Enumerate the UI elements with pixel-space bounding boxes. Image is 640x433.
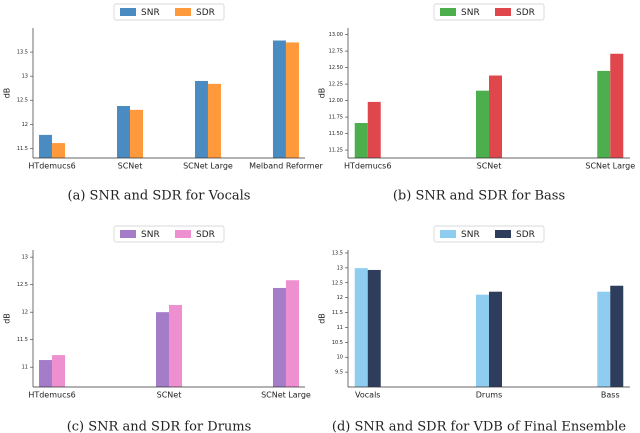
bar	[610, 53, 624, 159]
bar	[285, 42, 299, 158]
y-tick-label: 12.5	[17, 282, 28, 288]
caption: (b) SNR and SDR for Bass	[393, 189, 565, 204]
y-tick-label: 12.5	[332, 280, 343, 286]
caption: (c) SNR and SDR for Drums	[67, 420, 252, 433]
legend-swatch	[120, 230, 136, 238]
x-tick-label: HTdemucs6	[28, 391, 75, 400]
legend-swatch	[440, 230, 456, 238]
y-tick-label: 12.00	[329, 98, 343, 104]
y-tick-label: 13	[22, 255, 28, 261]
y-tick-label: 11.50	[329, 131, 343, 137]
bar	[207, 83, 221, 158]
bar	[117, 106, 131, 158]
bar	[597, 291, 611, 387]
y-tick-label: 11.5	[17, 337, 28, 343]
legend-box	[113, 225, 225, 243]
legend-box	[113, 3, 225, 21]
y-tick-label: 11.25	[329, 148, 343, 154]
y-tick-label: 12.50	[329, 65, 343, 71]
y-axis-label: dB	[318, 88, 327, 99]
caption: (d) SNR and SDR for VDB of Final Ensembl…	[332, 420, 627, 433]
legend-swatch	[440, 8, 456, 16]
x-tick-label: SCNet	[118, 162, 143, 171]
bar	[272, 287, 286, 387]
legend-label: SNR	[461, 230, 480, 240]
legend-swatch	[120, 8, 136, 16]
y-axis-label: dB	[3, 88, 12, 99]
bar	[39, 134, 53, 158]
bar	[156, 312, 169, 387]
bar	[489, 75, 502, 158]
y-tick-label: 11	[337, 325, 343, 331]
bar	[476, 90, 489, 158]
y-tick-label: 13	[22, 74, 28, 80]
bar	[367, 101, 381, 158]
bar	[285, 280, 299, 387]
x-tick-label: SCNet	[157, 391, 182, 400]
legend-box	[433, 225, 545, 243]
bar	[367, 269, 381, 387]
legend-label: SNR	[141, 230, 160, 240]
x-tick-label: Melband Reformer	[249, 162, 323, 171]
bar	[52, 355, 66, 387]
x-tick-label: SCNet Large	[261, 391, 311, 400]
y-axis-label: dB	[3, 313, 12, 324]
y-tick-label: 12.25	[329, 82, 343, 88]
bar	[476, 294, 489, 387]
x-tick-label: Bass	[601, 391, 620, 400]
bar	[52, 143, 66, 158]
y-axis-label: dB	[318, 313, 327, 324]
y-tick-label: 12.5	[17, 98, 28, 104]
bar	[130, 109, 144, 158]
bar	[354, 123, 368, 158]
bar	[272, 40, 286, 158]
x-tick-label: HTdemucs6	[28, 162, 75, 171]
legend-swatch	[175, 230, 191, 238]
x-tick-label: Drums	[476, 391, 502, 400]
y-tick-label: 11.75	[329, 115, 343, 121]
bar	[354, 268, 368, 387]
y-tick-label: 12	[22, 122, 28, 128]
y-tick-label: 13	[337, 265, 343, 271]
legend-label: SNR	[141, 8, 160, 18]
legend-label: SDR	[516, 230, 535, 240]
y-tick-label: 12	[337, 295, 343, 301]
bar	[169, 305, 182, 387]
x-tick-label: SCNet	[477, 162, 502, 171]
legend-label: SNR	[461, 8, 480, 18]
bar	[39, 360, 53, 387]
y-tick-label: 9.5	[335, 370, 343, 376]
bar	[194, 80, 208, 158]
legend-swatch	[175, 8, 191, 16]
x-tick-label: HTdemucs6	[344, 162, 391, 171]
y-tick-label: 11.5	[17, 146, 28, 152]
caption: (a) SNR and SDR for Vocals	[68, 189, 251, 204]
y-tick-label: 11.5	[332, 310, 343, 316]
y-tick-label: 13.5	[332, 250, 343, 256]
legend-swatch	[495, 8, 511, 16]
legend-swatch	[495, 230, 511, 238]
bar	[597, 70, 611, 158]
y-tick-label: 12	[22, 310, 28, 316]
y-tick-label: 13.5	[17, 50, 28, 56]
x-tick-label: SCNet Large	[585, 162, 635, 171]
legend-label: SDR	[516, 8, 535, 18]
y-tick-label: 13.00	[329, 32, 343, 38]
y-tick-label: 11	[22, 365, 28, 371]
bar	[489, 291, 502, 387]
bar	[610, 285, 624, 387]
legend-label: SDR	[196, 230, 215, 240]
legend-box	[433, 3, 545, 21]
y-tick-label: 10	[337, 355, 343, 361]
y-tick-label: 10.5	[332, 340, 343, 346]
x-tick-label: SCNet Large	[183, 162, 233, 171]
x-tick-label: Vocals	[355, 391, 380, 400]
legend-label: SDR	[196, 8, 215, 18]
y-tick-label: 12.75	[329, 49, 343, 55]
